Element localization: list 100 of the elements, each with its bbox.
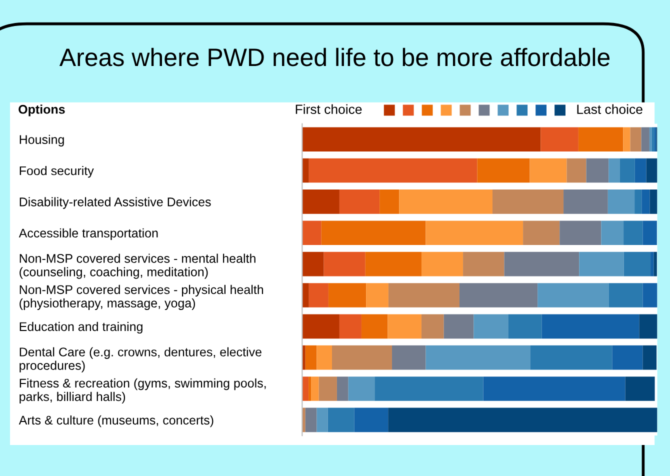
bar xyxy=(579,252,624,276)
y-tick-label: Dental Care (e.g. crowns, dentures, elective procedures) xyxy=(20,347,262,372)
bar xyxy=(483,376,626,401)
y-axis-title: Options xyxy=(18,104,65,116)
text: First choice xyxy=(296,104,362,114)
y-tick-label: Arts & culture (museums, concerts) xyxy=(18,415,214,428)
y-tick-label: Fitness & recreation (gyms, swimming pools, parks, billiard halls) xyxy=(20,378,266,404)
bar xyxy=(654,252,657,276)
bar xyxy=(302,283,309,308)
bar xyxy=(623,127,630,152)
bar xyxy=(649,127,652,152)
bar xyxy=(608,190,635,214)
bar xyxy=(302,314,340,339)
bar xyxy=(459,283,538,308)
bar xyxy=(302,190,340,214)
bar xyxy=(578,127,624,152)
bar xyxy=(328,408,354,432)
bar xyxy=(504,252,580,276)
bar xyxy=(634,190,642,214)
bar xyxy=(388,408,658,432)
bar xyxy=(380,190,400,214)
bar xyxy=(302,127,541,152)
text: Last choice xyxy=(577,104,642,114)
bar xyxy=(421,252,464,276)
bar xyxy=(305,408,317,432)
bar xyxy=(388,283,460,308)
bar xyxy=(641,127,650,152)
bar xyxy=(620,158,635,183)
bar xyxy=(586,158,609,183)
bar xyxy=(642,190,650,214)
y-tick-label: Disability-related Assistive Devices xyxy=(20,197,211,209)
bar xyxy=(474,314,508,339)
y-tick-label: Non-MSP covered services - physical health (physiotherapy, massage, yoga) xyxy=(20,284,264,310)
bar xyxy=(339,314,362,339)
bar xyxy=(634,158,646,183)
bar xyxy=(612,345,643,370)
bar xyxy=(361,314,388,339)
bar xyxy=(366,283,388,308)
bar xyxy=(302,408,306,432)
bar xyxy=(302,376,309,401)
bar xyxy=(332,345,392,370)
bar xyxy=(302,345,306,370)
bar xyxy=(492,190,564,214)
bar xyxy=(538,283,609,308)
bar xyxy=(305,345,317,370)
bar xyxy=(624,220,643,246)
bar xyxy=(530,158,567,183)
bar xyxy=(421,314,444,339)
bar xyxy=(354,408,388,432)
bar xyxy=(639,314,658,339)
bar xyxy=(608,283,643,308)
bar xyxy=(311,376,319,401)
bar xyxy=(348,376,375,401)
bar xyxy=(328,283,366,308)
bar xyxy=(365,252,422,276)
bar xyxy=(642,283,658,308)
bar xyxy=(560,220,602,246)
bar xyxy=(650,190,658,214)
bar xyxy=(608,158,620,183)
bar xyxy=(463,252,504,276)
bar xyxy=(392,345,426,370)
bar xyxy=(652,127,654,152)
bar xyxy=(540,127,578,152)
bar xyxy=(530,345,612,370)
y-tick-label: Food security xyxy=(20,166,94,178)
bar xyxy=(564,190,608,214)
bar xyxy=(316,408,328,432)
bar xyxy=(426,220,524,246)
bar xyxy=(308,158,478,183)
bar xyxy=(625,376,655,401)
bar xyxy=(308,283,328,308)
bar xyxy=(374,376,484,401)
bar xyxy=(302,252,324,276)
bar xyxy=(302,158,309,183)
bar xyxy=(624,252,651,276)
bar xyxy=(324,252,366,276)
bar xyxy=(642,220,657,246)
bar xyxy=(477,158,530,183)
chart-title: Areas where PWD need life to be more affordable xyxy=(59,48,610,66)
bar xyxy=(426,345,530,370)
bar xyxy=(388,314,422,339)
bar xyxy=(646,158,658,183)
y-tick-label: Accessible transportation xyxy=(18,228,158,240)
bar xyxy=(321,220,426,246)
bar xyxy=(444,314,474,339)
bar xyxy=(318,376,337,401)
bar xyxy=(336,376,348,401)
bar xyxy=(399,190,493,214)
y-tick-label: Education and training xyxy=(20,322,142,334)
bar xyxy=(542,314,640,339)
bar xyxy=(339,190,380,214)
bar xyxy=(523,220,560,246)
y-tick-label: Housing xyxy=(20,134,64,146)
bar xyxy=(601,220,624,246)
bar xyxy=(316,345,332,370)
bar xyxy=(642,345,657,370)
bar xyxy=(630,127,642,152)
bar xyxy=(650,252,654,276)
y-tick-label: Non-MSP covered services - mental health (counseling, coaching, meditation) xyxy=(20,254,256,279)
bar xyxy=(566,158,586,183)
